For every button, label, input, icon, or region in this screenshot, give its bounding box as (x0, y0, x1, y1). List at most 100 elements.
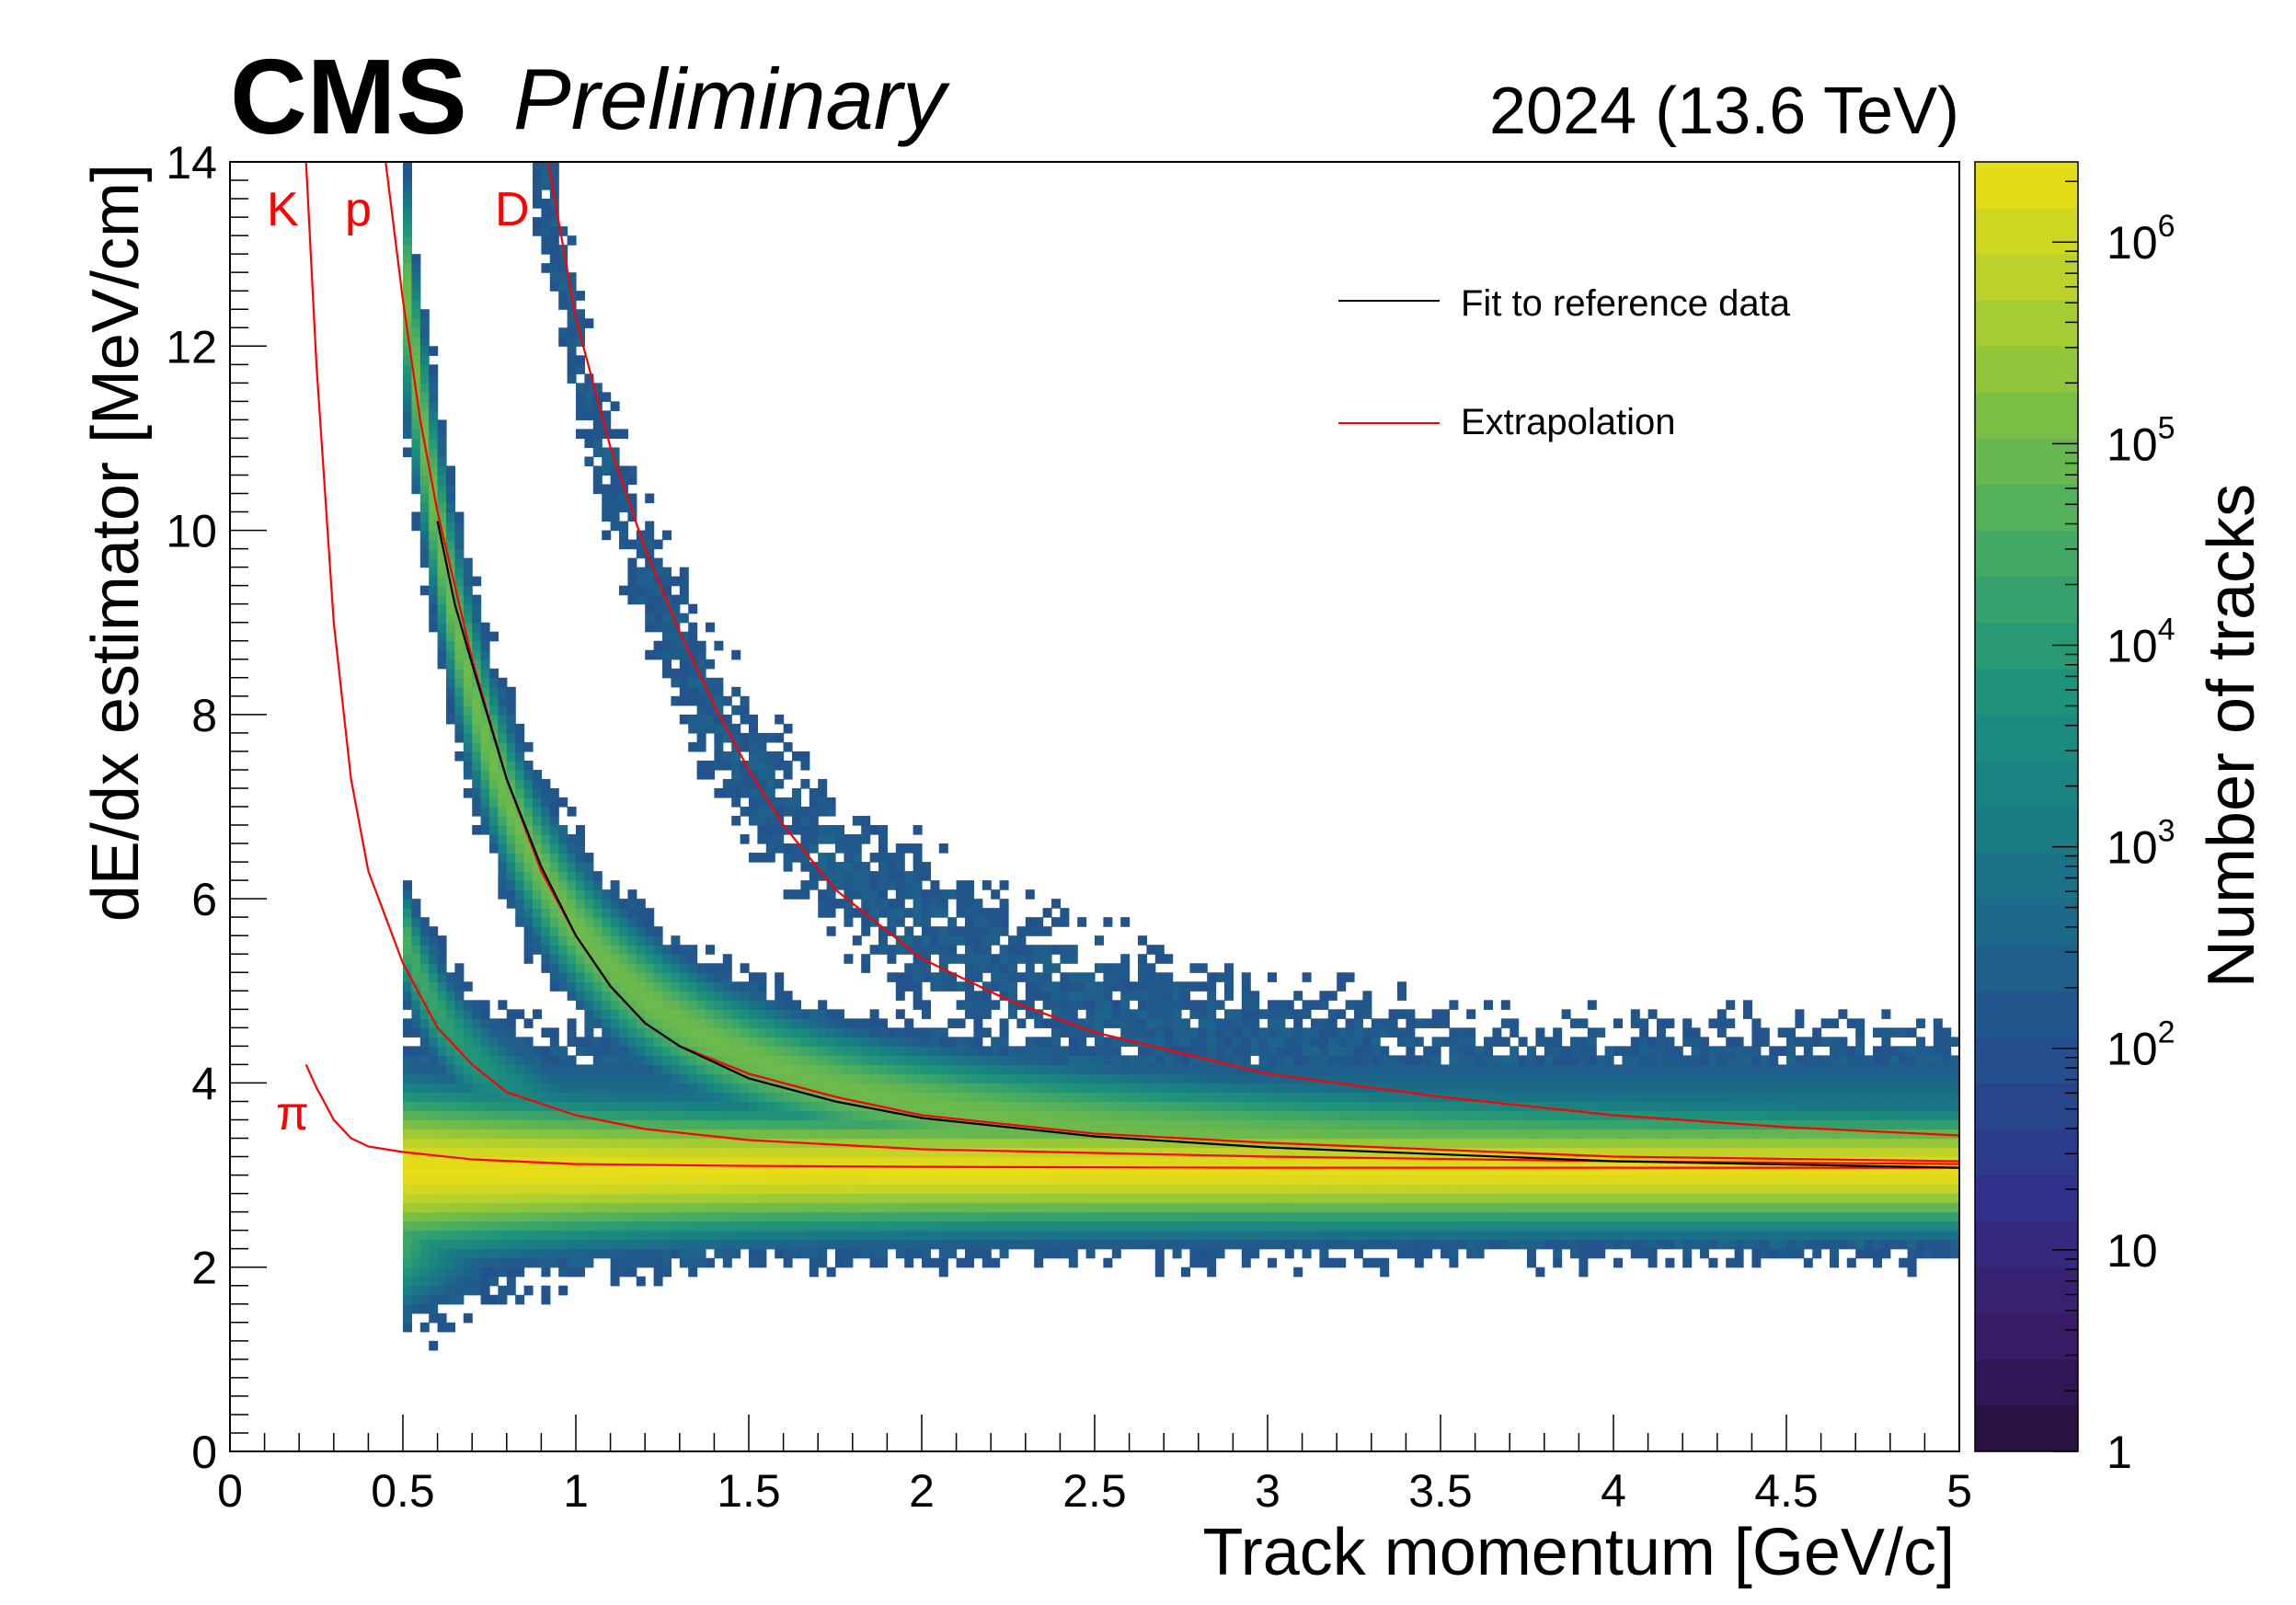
heatmap-bin (826, 1037, 836, 1047)
heatmap-bin (602, 1239, 612, 1250)
heatmap-bin (826, 1046, 836, 1056)
heatmap-bin (1025, 1184, 1035, 1195)
heatmap-bin (1077, 1018, 1087, 1028)
heatmap-bin (991, 1239, 1001, 1250)
heatmap-bin (1337, 1055, 1347, 1065)
heatmap-bin (463, 1101, 473, 1112)
heatmap-bin (930, 889, 940, 900)
heatmap-bin (454, 1267, 465, 1278)
heatmap-bin (472, 714, 482, 725)
heatmap-bin (1042, 963, 1052, 973)
heatmap-bin (515, 741, 525, 752)
heatmap-bin (706, 677, 715, 688)
heatmap-bin (991, 1110, 1001, 1121)
heatmap-bin (696, 1119, 706, 1130)
heatmap-bin (913, 889, 923, 900)
heatmap-bin (454, 530, 465, 541)
heatmap-bin (1319, 1110, 1329, 1121)
heatmap-bin (411, 972, 421, 982)
heatmap-bin (1181, 1193, 1190, 1204)
heatmap-bin (403, 1101, 412, 1112)
heatmap-bin (1120, 1009, 1131, 1019)
heatmap-bin (991, 1184, 1001, 1195)
heatmap-bin (1311, 1064, 1320, 1075)
heatmap-bin (463, 1037, 473, 1047)
heatmap-bin (662, 991, 672, 1001)
heatmap-bin (429, 613, 439, 624)
heatmap-bin (645, 1202, 655, 1213)
heatmap-bin (437, 1129, 447, 1140)
heatmap-bin (437, 1257, 447, 1268)
heatmap-bin (869, 1027, 879, 1038)
heatmap-bin (740, 1165, 750, 1176)
heatmap-bin (1371, 1119, 1381, 1130)
heatmap-bin (1164, 1027, 1174, 1038)
heatmap-bin (1284, 1083, 1294, 1094)
heatmap-bin (1397, 1248, 1406, 1259)
heatmap-bin (679, 1147, 689, 1158)
heatmap-bin (1146, 981, 1156, 992)
heatmap-bin (982, 880, 992, 890)
heatmap-bin (696, 1009, 706, 1019)
heatmap-bin (1111, 1009, 1121, 1019)
heatmap-bin (1362, 1055, 1372, 1065)
heatmap-bin (480, 732, 490, 743)
heatmap-bin (567, 807, 577, 817)
heatmap-bin (1034, 1239, 1044, 1250)
heatmap-bin (696, 1202, 706, 1213)
heatmap-bin (1449, 1101, 1459, 1112)
heatmap-bin (1311, 1165, 1320, 1176)
heatmap-bin (1380, 1027, 1390, 1038)
heatmap-bin (619, 1101, 628, 1112)
heatmap-bin (1311, 1046, 1320, 1056)
heatmap-bin (696, 668, 706, 679)
heatmap-bin (904, 880, 914, 890)
heatmap-bin (1008, 1156, 1017, 1167)
heatmap-bin (844, 1147, 854, 1158)
heatmap-bin (800, 1184, 810, 1195)
heatmap-bin (999, 926, 1009, 936)
heatmap-bin (895, 1147, 905, 1158)
heatmap-bin (783, 1101, 793, 1112)
heatmap-bin (454, 1221, 465, 1232)
heatmap-bin (429, 926, 439, 936)
heatmap-bin (429, 1083, 439, 1094)
heatmap-bin (498, 778, 508, 789)
heatmap-bin (792, 1000, 801, 1010)
heatmap-bin (982, 1211, 992, 1222)
heatmap-bin (653, 1202, 663, 1213)
heatmap-bin (722, 1156, 732, 1167)
heatmap-bin (696, 1211, 706, 1222)
heatmap-bin (1008, 1239, 1017, 1250)
heatmap-bin (679, 1221, 689, 1232)
heatmap-bin (619, 465, 628, 476)
heatmap-bin (1085, 1221, 1096, 1232)
heatmap-bin (523, 1083, 534, 1094)
heatmap-bin (740, 1000, 750, 1010)
heatmap-bin (1051, 991, 1061, 1001)
heatmap-bin (757, 1257, 767, 1268)
heatmap-bin (835, 1037, 844, 1047)
heatmap-bin (740, 1193, 750, 1204)
heatmap-bin (602, 945, 612, 955)
heatmap-bin (938, 1138, 948, 1149)
heatmap-bin (1354, 1037, 1363, 1047)
heatmap-bin (489, 1018, 499, 1028)
heatmap-bin (472, 1239, 482, 1250)
heatmap-bin (480, 825, 490, 835)
heatmap-bin (480, 778, 490, 789)
heatmap-bin (662, 963, 672, 973)
heatmap-bin (1068, 972, 1078, 982)
heatmap-bin (861, 834, 871, 844)
heatmap-bin (1371, 1046, 1381, 1056)
heatmap-bin (982, 1175, 992, 1186)
heatmap-bin (558, 1110, 568, 1121)
heatmap-bin (671, 1018, 681, 1028)
heatmap-bin (679, 1156, 689, 1167)
heatmap-bin (515, 1267, 525, 1278)
heatmap-bin (1492, 1055, 1502, 1065)
heatmap-bin (523, 760, 534, 771)
heatmap-bin (1215, 1083, 1225, 1094)
heatmap-bin (1008, 1055, 1017, 1065)
